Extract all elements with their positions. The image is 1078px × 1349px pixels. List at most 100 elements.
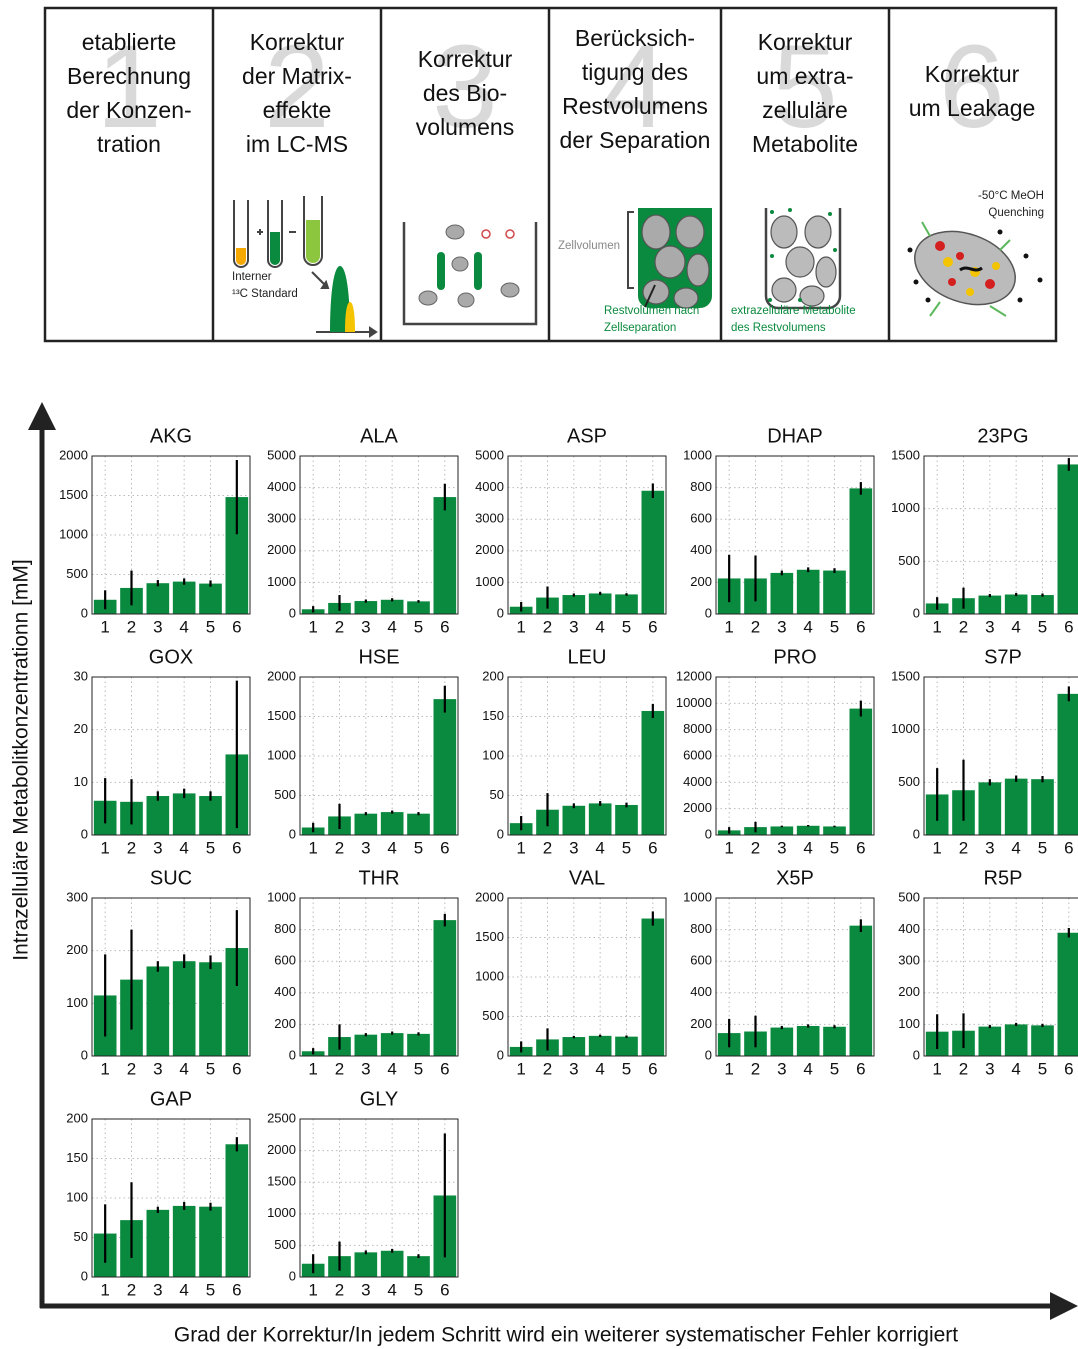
y-tick-label: 0 [81, 1268, 88, 1283]
x-tick-label: 2 [751, 838, 760, 857]
y-tick-label: 600 [690, 511, 712, 526]
bar-chart: ALA010002000300040005000123456 [267, 425, 458, 636]
y-tick-label: 1500 [267, 1174, 296, 1189]
y-tick-label: 50 [490, 787, 504, 802]
x-tick-label: 3 [361, 838, 370, 857]
x-tick-label: 1 [932, 617, 941, 636]
y-tick-label: 5000 [475, 447, 504, 462]
bar [173, 582, 196, 614]
axis-arrows [28, 402, 1078, 1320]
bar [563, 595, 586, 614]
x-tick-label: 5 [414, 617, 423, 636]
bar [1058, 933, 1078, 1056]
bar [355, 1035, 378, 1056]
x-tick-label: 4 [595, 1059, 604, 1078]
x-tick-label: 1 [100, 1280, 109, 1299]
y-tick-label: 0 [497, 1047, 504, 1062]
x-tick-label: 6 [648, 1059, 657, 1078]
step-text: im LC-MS [246, 131, 348, 157]
y-tick-label: 200 [66, 942, 88, 957]
x-tick-label: 4 [803, 1059, 812, 1078]
bar [589, 1036, 612, 1056]
step-text: Restvolumens [562, 93, 708, 119]
x-tick-label: 1 [932, 838, 941, 857]
charts: AKG0500100015002000123456ALA010002000300… [59, 425, 1078, 1299]
x-tick-label: 5 [206, 838, 215, 857]
y-tick-label: 1000 [683, 447, 712, 462]
bar-chart: PRO020004000600080001000012000123456 [676, 646, 874, 857]
x-tick-label: 3 [777, 617, 786, 636]
x-tick-label: 3 [153, 1280, 162, 1299]
x-tick-label: 3 [985, 838, 994, 857]
x-tick-label: 5 [414, 1059, 423, 1078]
bar-chart: 23PG050010001500123456 [891, 425, 1078, 636]
y-tick-label: 0 [289, 605, 296, 620]
x-tick-label: 4 [179, 1280, 188, 1299]
x-tick-label: 4 [179, 617, 188, 636]
x-tick-label: 4 [595, 838, 604, 857]
x-tick-label: 5 [1038, 1059, 1047, 1078]
y-tick-label: 400 [274, 984, 296, 999]
y-tick-label: 12000 [676, 668, 712, 683]
x-tick-label: 6 [232, 1280, 241, 1299]
bar [850, 488, 873, 614]
step-text: um extra- [756, 63, 853, 89]
y-tick-label: 500 [482, 1008, 504, 1023]
y-tick-label: 1000 [59, 526, 88, 541]
step-panel [45, 8, 1056, 341]
x-tick-label: 6 [440, 1059, 449, 1078]
y-tick-label: 500 [66, 566, 88, 581]
bar [642, 919, 665, 1056]
bar [434, 699, 457, 835]
y-tick-label: 0 [289, 1268, 296, 1283]
bar [355, 601, 378, 614]
bar [381, 812, 404, 835]
step-text: Korrektur [418, 46, 513, 72]
y-tick-label: 300 [66, 889, 88, 904]
bar [407, 814, 430, 835]
step-text: Berechnung [67, 63, 191, 89]
bar [850, 709, 873, 835]
chart-title: R5P [984, 867, 1023, 889]
bar [173, 793, 196, 835]
bar [615, 1037, 638, 1056]
y-tick-label: 0 [705, 826, 712, 841]
x-tick-label: 6 [1064, 838, 1073, 857]
bar [1031, 779, 1054, 835]
y-tick-label: 500 [274, 1237, 296, 1252]
chart-title: HSE [358, 646, 399, 668]
x-tick-label: 4 [803, 617, 812, 636]
x-tick-label: 4 [387, 617, 396, 636]
step-note: ¹³C Standard [232, 288, 298, 300]
y-tick-label: 1500 [267, 708, 296, 723]
y-tick-label: 0 [913, 826, 920, 841]
x-tick-label: 3 [777, 838, 786, 857]
x-tick-label: 3 [153, 1059, 162, 1078]
bar-chart: GAP050100150200123456 [66, 1088, 250, 1299]
x-tick-label: 4 [387, 838, 396, 857]
bar [589, 803, 612, 835]
x-tick-label: 2 [335, 617, 344, 636]
panel-border [45, 8, 1056, 341]
x-tick-label: 6 [856, 1059, 865, 1078]
plot-frame [924, 456, 1078, 614]
x-tick-label: 6 [648, 838, 657, 857]
x-tick-label: 6 [232, 617, 241, 636]
step-note: Zellvolumen [558, 240, 620, 252]
bar [563, 806, 586, 835]
bar [147, 966, 170, 1056]
step-text: der Konzen- [66, 97, 191, 123]
x-tick-label: 6 [232, 838, 241, 857]
y-tick-label: 10000 [676, 695, 712, 710]
y-tick-label: 100 [898, 1016, 920, 1031]
x-tick-label: 1 [100, 838, 109, 857]
y-tick-label: 200 [274, 1016, 296, 1031]
bar [147, 1210, 170, 1277]
y-tick-label: 400 [690, 984, 712, 999]
y-tick-label: 200 [690, 1016, 712, 1031]
step-note: Zellseparation [604, 322, 676, 334]
bar [147, 583, 170, 614]
y-tick-label: 1500 [475, 929, 504, 944]
x-tick-label: 6 [648, 617, 657, 636]
